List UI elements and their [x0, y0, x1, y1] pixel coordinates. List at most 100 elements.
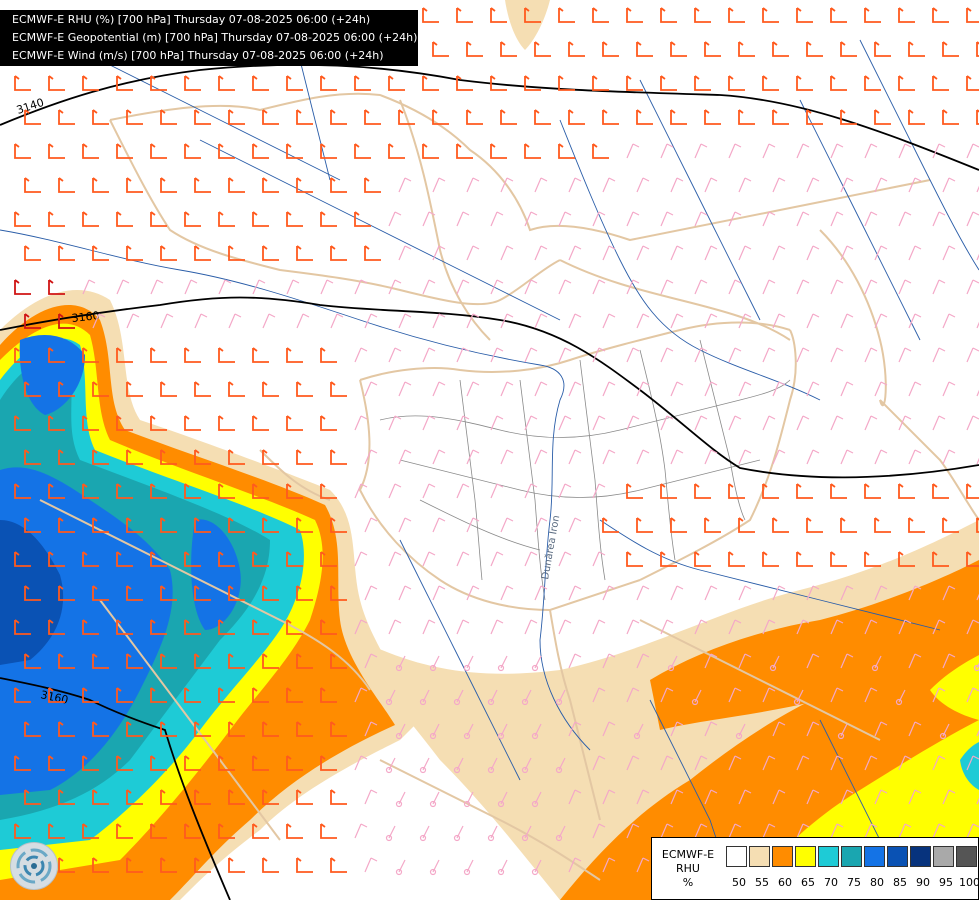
wind-barb-calm [531, 732, 539, 740]
wind-barb [194, 857, 211, 873]
wind-barb [14, 551, 31, 567]
wind-barb [806, 653, 820, 669]
legend-value-100: 100 [959, 876, 979, 889]
wind-barb [58, 109, 75, 125]
wind-barb [82, 483, 99, 499]
wind-barb [840, 41, 857, 57]
wind-barb [456, 279, 470, 295]
wind-barb [602, 653, 616, 669]
wind-barb [252, 823, 269, 839]
wind-barb [58, 313, 75, 329]
legend-title: ECMWF-E RHU % [658, 848, 718, 890]
wind-barb [806, 177, 820, 193]
wind-barb [670, 245, 684, 261]
wind-barb [728, 823, 742, 839]
wind-barb-calm [691, 698, 699, 706]
wind-barb [24, 789, 41, 805]
wind-barb [568, 41, 585, 57]
wind-barb [48, 687, 65, 703]
wind-barb [942, 245, 956, 261]
wind-barb [966, 279, 979, 295]
wind-barb [908, 109, 925, 125]
wind-barb [228, 857, 245, 873]
wind-barb [228, 109, 245, 125]
wind-barb [58, 381, 75, 397]
wind-barb [296, 857, 313, 873]
wind-barb [558, 143, 575, 159]
wind-barb [364, 857, 378, 873]
wind-barb [694, 551, 711, 567]
wind-barb [592, 551, 606, 567]
legend-swatch-85 [887, 846, 908, 867]
wind-barb [660, 279, 674, 295]
wind-barb [524, 619, 538, 635]
wind-barb [908, 517, 925, 533]
wind-barb [398, 449, 412, 465]
wind-barb [116, 279, 130, 295]
wind-barb [218, 347, 235, 363]
wind-barb [524, 75, 541, 91]
wind-barb [670, 789, 684, 805]
wind-barb [976, 662, 979, 669]
wind-barb-calm [419, 834, 427, 842]
wind-barb [976, 389, 979, 397]
wind-barb [228, 653, 245, 669]
wind-barb [568, 381, 582, 397]
wind-barb [82, 823, 99, 839]
wind-barb-calm [453, 766, 461, 774]
wind-barb [626, 143, 640, 159]
river-label: Dunărea Iron [540, 514, 562, 580]
wind-barb [160, 721, 177, 737]
wind-barb [320, 143, 337, 159]
wind-barb [14, 823, 31, 839]
wind-barb [252, 619, 269, 635]
wind-barb [160, 653, 177, 669]
wind-barb [568, 585, 582, 601]
wind-barb [194, 721, 211, 737]
wind-barb [422, 347, 436, 363]
wind-barb [524, 7, 541, 23]
wind-barb [92, 245, 109, 261]
wind-barb [694, 75, 711, 91]
wind-barb [874, 721, 888, 737]
wind-barb [330, 449, 347, 465]
wind-barb [92, 789, 109, 805]
wind-barb [602, 585, 616, 601]
wind-barb [966, 483, 979, 499]
wind-barb [762, 755, 776, 771]
wind-barb [490, 143, 507, 159]
wind-barb [694, 619, 708, 635]
wind-barb-calm [497, 732, 505, 740]
wind-barb [160, 789, 177, 805]
wind-barb [660, 823, 674, 839]
wind-barb [796, 211, 810, 227]
wind-barb [228, 177, 245, 193]
wind-barb [694, 211, 708, 227]
wind-barb [388, 415, 402, 431]
wind-barb-calm [497, 664, 505, 672]
wind-barb [14, 483, 31, 499]
wind-barb [48, 347, 65, 363]
wind-barb [592, 347, 606, 363]
wind-barb [660, 143, 674, 159]
legend-swatch-90 [910, 846, 931, 867]
wind-barb [728, 415, 742, 431]
wind-barb [456, 415, 470, 431]
wind-barb [398, 655, 406, 669]
wind-barb [908, 449, 922, 465]
wind-barb [966, 75, 979, 91]
wind-barb [738, 585, 752, 601]
wind-barb [432, 177, 446, 193]
wind-barb-calm [429, 800, 437, 808]
wind-barb [82, 143, 99, 159]
wind-barb [320, 347, 337, 363]
wind-barb [636, 585, 650, 601]
wind-barb [796, 75, 813, 91]
wind-barb-calm [555, 766, 563, 774]
wind-barb [252, 551, 269, 567]
wind-barb [762, 619, 776, 635]
wind-barb [500, 313, 514, 329]
county-borders [379, 339, 791, 601]
wind-barb [354, 211, 371, 227]
wind-barb [772, 789, 786, 805]
